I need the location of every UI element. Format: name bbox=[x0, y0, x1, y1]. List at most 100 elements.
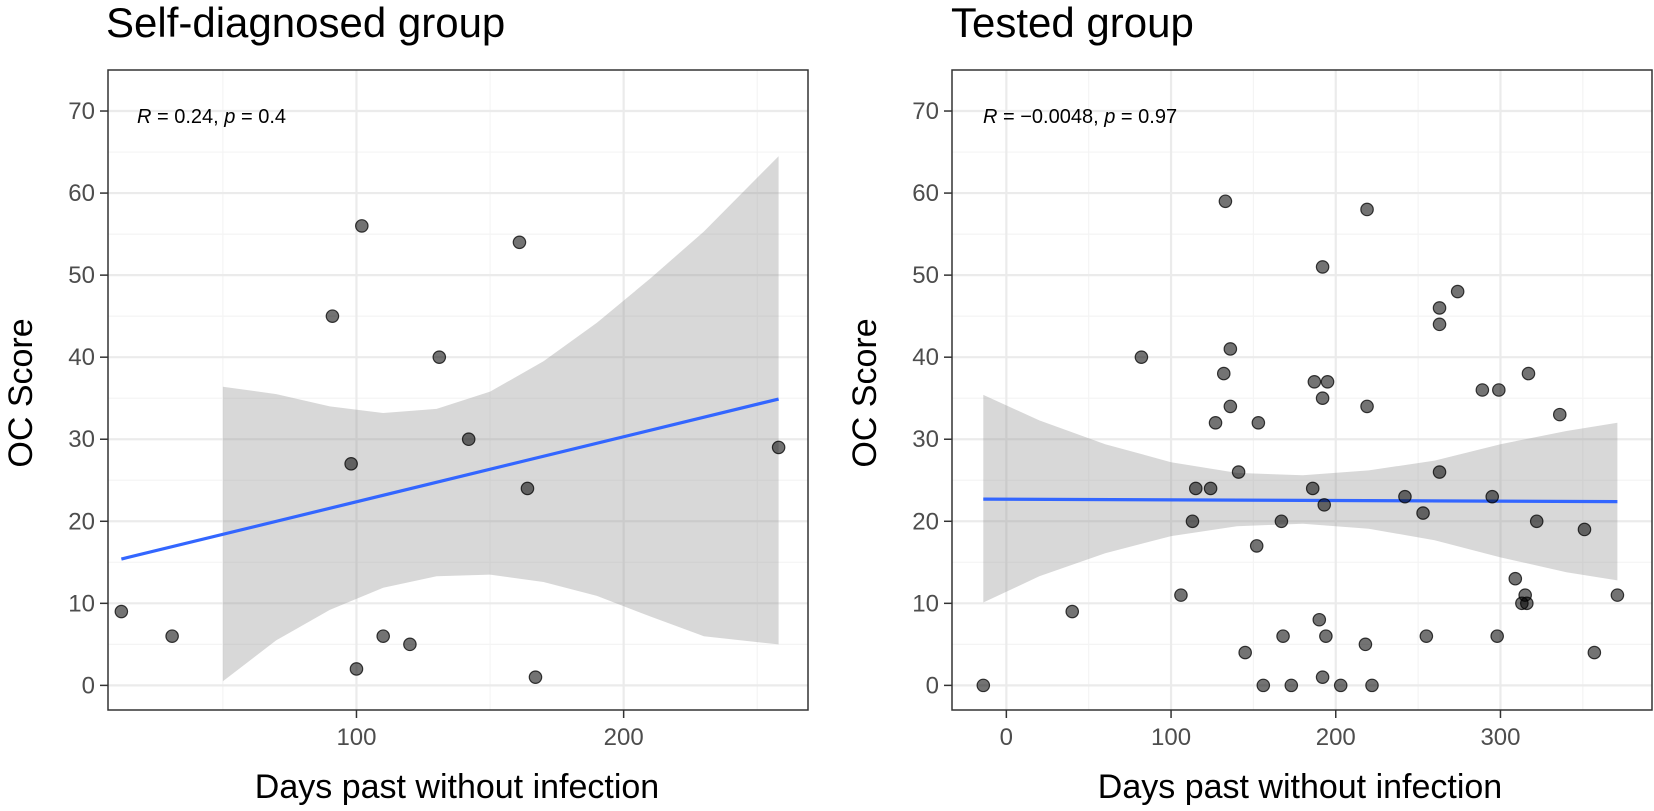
left-data-point bbox=[432, 350, 447, 364]
right-data-point bbox=[1305, 481, 1320, 496]
left-annotation-p-label: p bbox=[223, 106, 235, 128]
right-y-tick-label: 10 bbox=[912, 590, 939, 617]
left-data-point bbox=[349, 662, 364, 676]
left-y-tick-label: 50 bbox=[68, 262, 95, 289]
left-data-point bbox=[403, 637, 417, 652]
right-data-point bbox=[1416, 506, 1430, 520]
right-x-tick-label: 100 bbox=[1151, 724, 1191, 751]
right-data-point bbox=[1174, 588, 1188, 602]
left-y-axis-label: OC Score bbox=[2, 318, 40, 467]
right-y-tick-label: 40 bbox=[912, 344, 939, 371]
left-y-tick-label: 0 bbox=[82, 672, 95, 699]
left-annotation-p-value: = 0.4 bbox=[235, 106, 286, 128]
right-data-point bbox=[1333, 678, 1348, 693]
right-data-point bbox=[1360, 399, 1374, 414]
left-y-tick-label: 40 bbox=[68, 344, 95, 371]
right-panel-background bbox=[952, 70, 1652, 710]
right-data-point bbox=[1432, 301, 1447, 315]
left-data-point bbox=[344, 457, 358, 471]
left-annotation-r-label: R bbox=[137, 106, 151, 128]
right-data-point bbox=[1365, 678, 1379, 693]
right-data-point bbox=[1475, 383, 1490, 397]
right-x-tick-label: 300 bbox=[1480, 724, 1520, 751]
right-y-tick-label: 30 bbox=[912, 426, 939, 453]
left-data-point bbox=[114, 604, 129, 619]
right-data-point bbox=[1315, 391, 1330, 406]
right-correlation-annotation: R = −0.0048, p = 0.97 bbox=[983, 106, 1177, 128]
right-data-point bbox=[1450, 284, 1465, 299]
right-x-tick-label: 200 bbox=[1316, 724, 1356, 751]
right-data-point bbox=[1274, 514, 1289, 529]
right-data-point bbox=[1521, 366, 1536, 381]
right-confidence-band bbox=[983, 394, 1618, 603]
right-data-point bbox=[1203, 481, 1218, 496]
right-data-point bbox=[1419, 629, 1434, 643]
right-data-point bbox=[1249, 539, 1264, 553]
right-data-point bbox=[1251, 416, 1266, 430]
right-data-point bbox=[1587, 645, 1602, 660]
right-data-point bbox=[1238, 645, 1252, 660]
right-data-point bbox=[1231, 465, 1246, 479]
left-x-tick-label: 200 bbox=[604, 724, 644, 751]
left-data-point bbox=[325, 309, 340, 323]
left-annotation-r-value: = 0.24, bbox=[151, 106, 224, 128]
right-data-point bbox=[1256, 678, 1271, 693]
right-y-tick-label: 60 bbox=[912, 180, 939, 207]
right-x-tick-label: 0 bbox=[1000, 724, 1013, 751]
right-data-point bbox=[1529, 514, 1544, 529]
right-data-point bbox=[1490, 629, 1504, 643]
right-data-point bbox=[1360, 202, 1374, 217]
left-data-point bbox=[520, 481, 535, 496]
right-regression-line bbox=[983, 497, 1618, 504]
right-data-point bbox=[1276, 629, 1290, 643]
right-data-point bbox=[1216, 366, 1231, 381]
right-data-point bbox=[1188, 481, 1203, 496]
right-annotation-p-label: p bbox=[1103, 106, 1115, 128]
right-plot-area: 0 10 20 30 40 50 60 70 0 100 200 300 bbox=[912, 69, 1653, 751]
left-data-point bbox=[165, 629, 179, 643]
right-data-point bbox=[1319, 629, 1333, 643]
left-confidence-band bbox=[222, 156, 779, 682]
left-plot-area: 0 10 20 30 40 50 60 70 100 200 bbox=[68, 69, 809, 751]
right-data-point bbox=[1284, 678, 1299, 693]
left-y-tick-label: 30 bbox=[68, 426, 95, 453]
right-data-point bbox=[1520, 596, 1534, 611]
right-data-point bbox=[1610, 588, 1625, 602]
right-chart-panel: Tested group OC Score Days past without … bbox=[846, 0, 1653, 806]
right-y-axis-label: OC Score bbox=[846, 318, 884, 467]
left-x-tick-label: 100 bbox=[336, 724, 376, 751]
right-annotation-p-value: = 0.97 bbox=[1115, 106, 1177, 128]
right-data-point bbox=[1358, 637, 1373, 652]
right-data-point bbox=[1317, 498, 1332, 512]
left-data-point bbox=[771, 440, 786, 455]
right-data-point bbox=[1185, 514, 1200, 529]
right-data-point bbox=[1320, 374, 1335, 389]
right-data-point bbox=[1223, 399, 1238, 414]
left-data-point bbox=[512, 235, 527, 250]
right-data-point bbox=[1432, 465, 1447, 479]
right-data-point bbox=[1485, 489, 1500, 504]
right-annotation-r-label: R bbox=[983, 106, 997, 128]
right-panel-border bbox=[951, 69, 1653, 711]
right-data-point bbox=[1312, 612, 1327, 627]
right-data-point bbox=[1552, 407, 1567, 422]
right-y-tick-label: 20 bbox=[912, 508, 939, 535]
right-y-tick-label: 50 bbox=[912, 262, 939, 289]
right-y-tick-label: 70 bbox=[912, 98, 939, 125]
right-data-point bbox=[1432, 317, 1447, 332]
left-data-point bbox=[355, 219, 369, 233]
right-data-point bbox=[1492, 383, 1506, 397]
right-chart-title: Tested group bbox=[951, 0, 1194, 46]
left-data-point bbox=[376, 629, 390, 643]
right-data-point bbox=[1307, 374, 1322, 389]
left-correlation-annotation: R = 0.24, p = 0.4 bbox=[137, 106, 286, 128]
right-x-axis-label: Days past without infection bbox=[1098, 768, 1502, 806]
right-data-point bbox=[976, 678, 991, 693]
right-data-point bbox=[1065, 604, 1080, 619]
left-data-point bbox=[461, 432, 476, 447]
left-y-tick-label: 20 bbox=[68, 508, 95, 535]
left-chart-panel: Self-diagnosed group OC Score Days past … bbox=[2, 0, 809, 806]
right-annotation-r-value: = −0.0048, bbox=[997, 106, 1104, 128]
right-data-point bbox=[1134, 350, 1149, 364]
right-data-point bbox=[1208, 416, 1223, 430]
